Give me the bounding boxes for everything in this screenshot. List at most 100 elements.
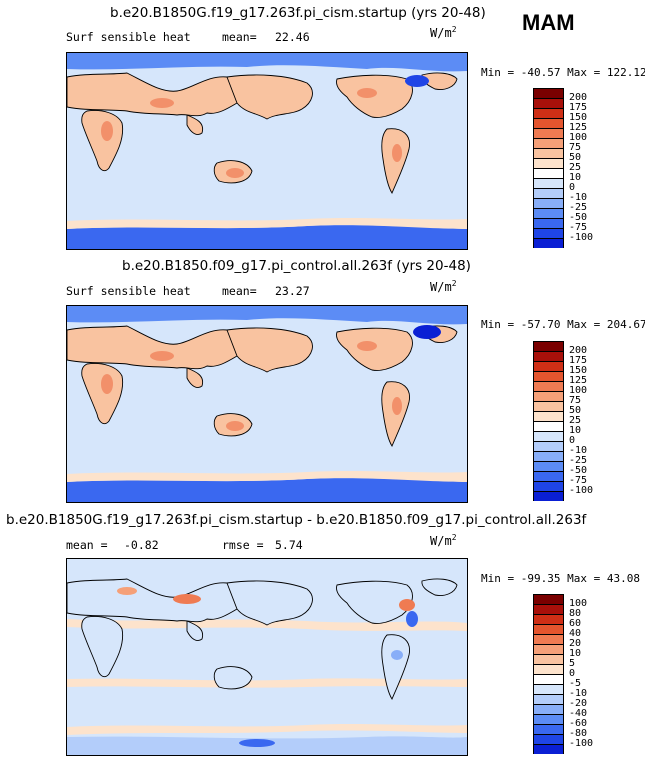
colorbar-box <box>533 218 564 228</box>
colorbar-tick-label: 175 <box>569 102 588 113</box>
colorbar-box <box>533 694 564 704</box>
colorbar-box <box>533 98 564 108</box>
antarctic-region <box>67 478 467 502</box>
colorbar-box <box>533 391 564 401</box>
cold-patch <box>405 75 429 87</box>
colorbar-tick-label: -10 <box>569 192 588 203</box>
panel2-colorbar: 200 175 150 125 100 75 50 25 10 0 -10 -25 -50 -75 -100 <box>533 341 593 501</box>
colorbar-tick-label: 75 <box>569 395 582 406</box>
colorbar-box <box>533 684 564 694</box>
colorbar-tick-label: -25 <box>569 202 588 213</box>
africa <box>81 110 124 172</box>
panel2-minmax: Min = -57.70 Max = 204.67 <box>481 318 645 331</box>
colorbar-tick-label: -25 <box>569 455 588 466</box>
colorbar-box <box>533 594 564 604</box>
colorbar-box <box>533 401 564 411</box>
colorbar-box <box>533 431 564 441</box>
colorbar-tick-label: 150 <box>569 365 588 376</box>
colorbar-box <box>533 411 564 421</box>
panel3-map <box>66 558 468 756</box>
colorbar-tick-label: 175 <box>569 355 588 366</box>
colorbar-box <box>533 734 564 744</box>
colorbar-box <box>533 158 564 168</box>
arctic-region <box>67 306 467 325</box>
colorbar-box <box>533 198 564 208</box>
warm-patches <box>101 341 402 431</box>
colorbar-tick-label: 100 <box>569 598 588 609</box>
panel2-mean-value: 23.27 <box>275 284 310 298</box>
panel2-mean-label: mean= <box>222 284 257 298</box>
colorbar-box <box>533 481 564 491</box>
colorbar-box <box>533 128 564 138</box>
colorbar-tick-label: -5 <box>569 678 582 689</box>
colorbar-box <box>533 421 564 431</box>
colorbar-box <box>533 744 564 754</box>
india <box>186 114 204 136</box>
colorbar-box <box>533 674 564 684</box>
panel3-colorbar: 100 80 60 40 20 10 5 0 -5 -10 -20 -40 -60 -80 -100 <box>533 594 593 754</box>
colorbar-box <box>533 634 564 644</box>
colorbar-box <box>533 228 564 238</box>
colorbar-box <box>533 148 564 158</box>
colorbar-box <box>533 108 564 118</box>
colorbar-tick-label: -75 <box>569 475 588 486</box>
panel1-mean-value: 22.46 <box>275 30 310 44</box>
panel1-map <box>66 52 468 250</box>
colorbar-box <box>533 614 564 624</box>
colorbar-tick-label: 10 <box>569 648 582 659</box>
colorbar-tick-label: 125 <box>569 122 588 133</box>
panel1-unit: W/m2 <box>430 25 457 40</box>
colorbar-box <box>533 471 564 481</box>
colorbar-box <box>533 341 564 351</box>
colorbar-tick-label: 20 <box>569 638 582 649</box>
colorbar-box <box>533 118 564 128</box>
colorbar-box <box>533 624 564 634</box>
cold-patch <box>413 325 441 339</box>
panel2-unit: W/m2 <box>430 279 457 294</box>
colorbar-tick-label: -50 <box>569 465 588 476</box>
colorbar-tick-label: 80 <box>569 608 582 619</box>
colorbar-tick-label: -50 <box>569 212 588 223</box>
panel2-title: b.e20.B1850.f09_g17.pi_control.all.263f … <box>122 258 471 274</box>
colorbar-box <box>533 451 564 461</box>
colorbar-box <box>533 361 564 371</box>
colorbar-tick-label: -10 <box>569 445 588 456</box>
colorbar-tick-label: -40 <box>569 708 588 719</box>
colorbar-tick-label: 100 <box>569 385 588 396</box>
colorbar-tick-label: -80 <box>569 728 588 739</box>
colorbar-box <box>533 664 564 674</box>
southern-ocean-band <box>67 471 467 482</box>
colorbar-tick-label: 75 <box>569 142 582 153</box>
colorbar-box <box>533 724 564 734</box>
warm-patches <box>101 88 402 178</box>
colorbar-tick-label: 0 <box>569 182 576 193</box>
colorbar-box <box>533 714 564 724</box>
panel2-field-label: Surf sensible heat <box>66 284 191 298</box>
colorbar-tick-label: 125 <box>569 375 588 386</box>
colorbar-tick-label: 200 <box>569 345 588 356</box>
colorbar-tick-label: -20 <box>569 698 588 709</box>
southern-ocean-band <box>67 218 467 229</box>
colorbar-box <box>533 604 564 614</box>
panel1-minmax: Min = -40.57 Max = 122.12 <box>481 66 645 79</box>
colorbar-tick-label: 50 <box>569 405 582 416</box>
panel3-mean-value: -0.82 <box>124 538 159 552</box>
colorbar-box <box>533 371 564 381</box>
colorbar-box <box>533 704 564 714</box>
asia-east <box>226 74 313 120</box>
panel2-map <box>66 305 468 503</box>
colorbar-tick-label: 100 <box>569 132 588 143</box>
colorbar-tick-label: 40 <box>569 628 582 639</box>
north-america <box>336 74 413 118</box>
colorbar-box <box>533 138 564 148</box>
panel3-rmse-value: 5.74 <box>275 538 303 552</box>
colorbar-tick-label: 0 <box>569 668 576 679</box>
panel3-mean-label: mean = <box>66 538 108 552</box>
panel3-rmse-label: rmse = <box>222 538 264 552</box>
colorbar-tick-label: 10 <box>569 172 582 183</box>
colorbar-box <box>533 654 564 664</box>
colorbar-tick-label: 200 <box>569 92 588 103</box>
colorbar-tick-label: -10 <box>569 688 588 699</box>
antarctic-region <box>67 225 467 249</box>
colorbar-box <box>533 168 564 178</box>
